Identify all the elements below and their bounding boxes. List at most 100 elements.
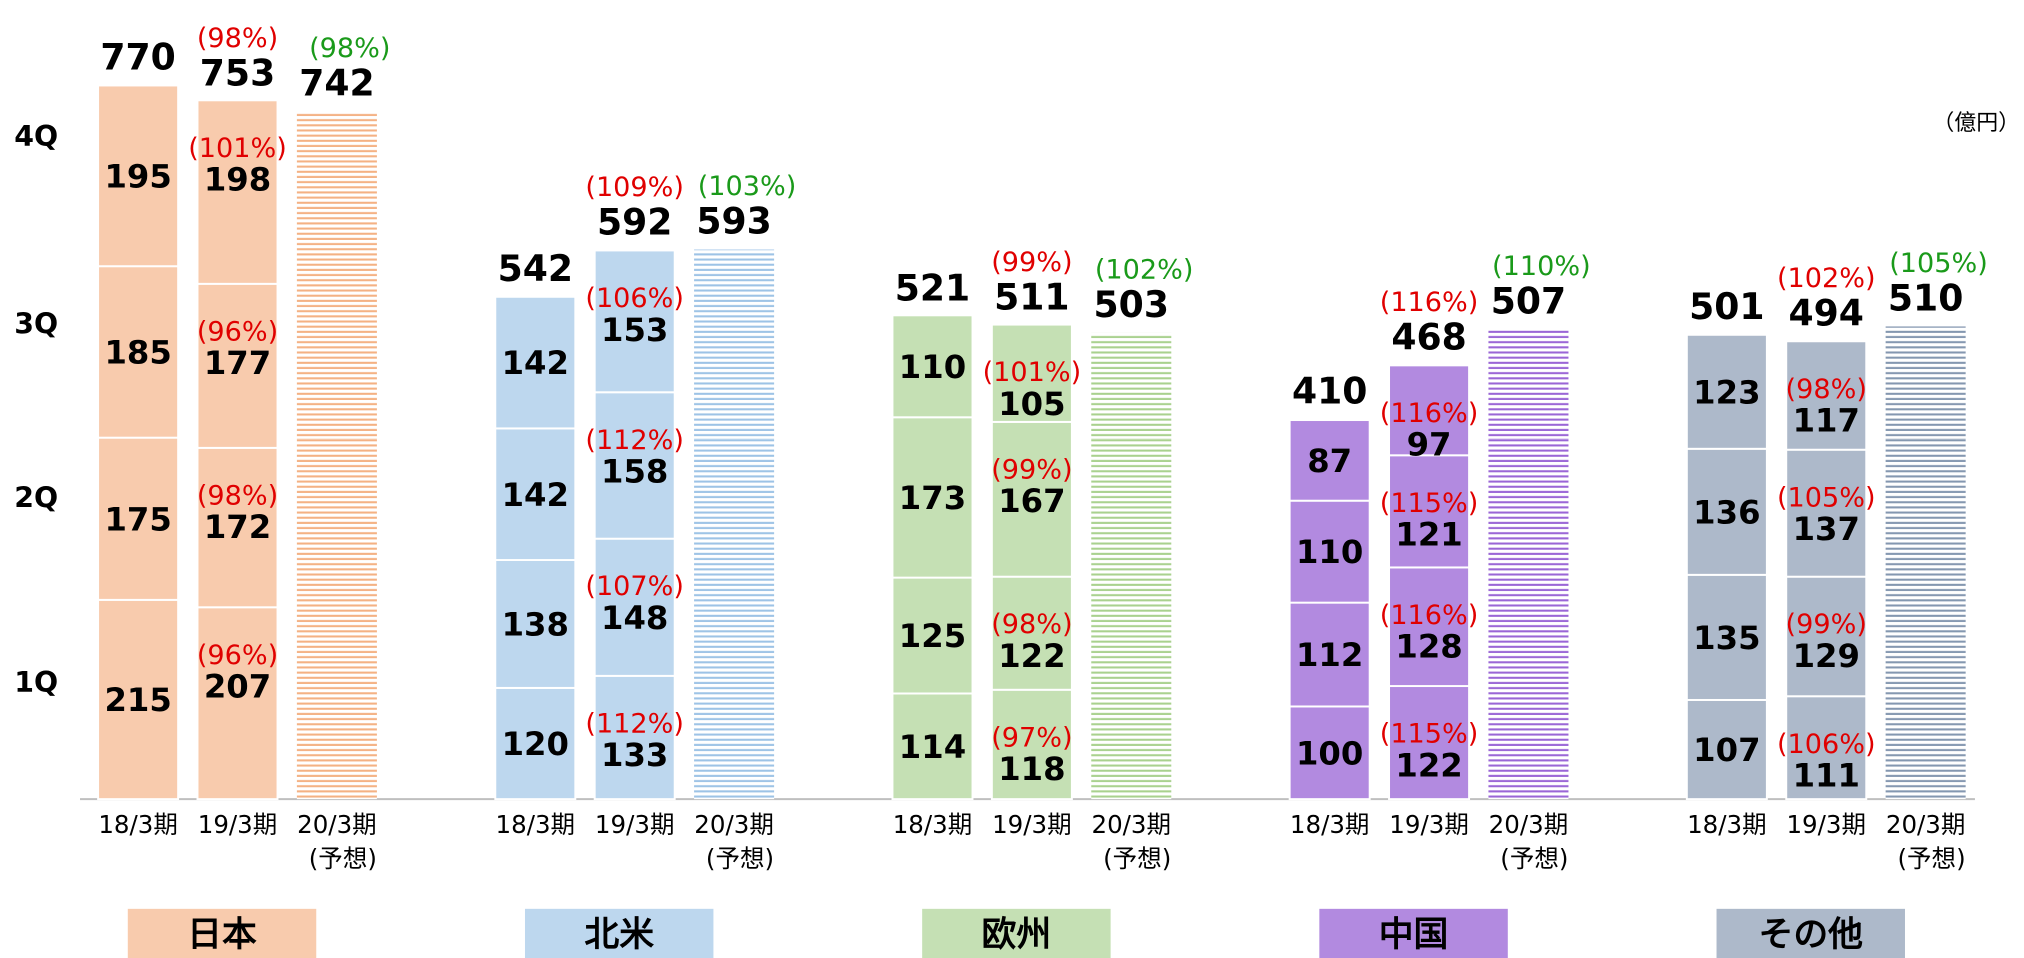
segment-label: 198 <box>204 161 271 199</box>
quarter-label: 1Q <box>14 666 58 699</box>
segment-label: 153 <box>601 311 668 349</box>
yoy-label: (116%) <box>1380 600 1479 631</box>
segment-label: 105 <box>998 385 1065 423</box>
segment-label: 125 <box>899 617 966 655</box>
total-label: 742 <box>299 62 374 105</box>
yoy-label: (96%) <box>197 640 278 671</box>
bar-segment <box>891 314 974 419</box>
period-label: 18/3期 <box>893 810 973 839</box>
period-label: 18/3期 <box>1687 810 1767 839</box>
segment-label: 120 <box>502 725 569 763</box>
total-label: 501 <box>1689 285 1764 328</box>
segment-label: 111 <box>1793 757 1860 795</box>
period-label: 18/3期 <box>1290 810 1370 839</box>
bar-segment <box>494 686 577 801</box>
bar-segment <box>990 575 1073 691</box>
segment-label: 195 <box>104 157 171 195</box>
bar-segment <box>593 674 676 801</box>
quarter-label: 4Q <box>14 120 58 153</box>
period-label: 19/3期 <box>1786 810 1866 839</box>
total-yoy-label: (109%) <box>585 172 684 203</box>
forecast-bar <box>1091 332 1172 800</box>
quarter-label: 3Q <box>14 307 58 340</box>
total-label: 507 <box>1491 279 1566 322</box>
bar-segment <box>1685 698 1768 801</box>
segment-label: 135 <box>1693 619 1760 657</box>
total-label: 510 <box>1888 277 1963 320</box>
yoy-label: (101%) <box>188 133 287 164</box>
yoy-label: (99%) <box>991 454 1072 485</box>
legend-label: 日本 <box>187 915 257 955</box>
segment-label: 128 <box>1395 628 1462 666</box>
yoy-label: (112%) <box>585 425 684 456</box>
bar-segment <box>990 688 1073 801</box>
bar-segment <box>494 427 577 561</box>
segment-label: 110 <box>899 348 966 386</box>
segment-label: 112 <box>1296 636 1363 674</box>
segment-label: 175 <box>104 500 171 538</box>
bar-segment <box>593 391 676 540</box>
legend-box <box>127 908 317 958</box>
segment-label: 100 <box>1296 734 1363 772</box>
yoy-label: (107%) <box>585 571 684 602</box>
total-label: 521 <box>895 266 970 309</box>
yoy-label: (116%) <box>1380 398 1479 429</box>
period-label: 19/3期 <box>1389 810 1469 839</box>
legend-box <box>922 908 1111 958</box>
bar-segment <box>1288 499 1371 604</box>
bar-segment <box>196 446 279 609</box>
bar-segment <box>593 249 676 394</box>
yoy-label: (112%) <box>585 708 684 739</box>
segment-label: 107 <box>1693 731 1760 769</box>
quarter-label: 2Q <box>14 482 58 515</box>
total-yoy-label: (105%) <box>1889 248 1988 279</box>
forecast-bar <box>694 249 775 800</box>
yoy-label: (97%) <box>991 722 1072 753</box>
bar-segment <box>1785 575 1868 698</box>
forecast-note: (予想) <box>706 844 774 873</box>
yoy-label: (98%) <box>197 480 278 511</box>
segment-label: 167 <box>998 482 1065 520</box>
yoy-label: (99%) <box>1786 609 1867 640</box>
yoy-label: (98%) <box>1786 374 1867 405</box>
forecast-bar <box>1488 329 1569 800</box>
bar-segment <box>990 323 1073 423</box>
bar-segment <box>1388 566 1471 688</box>
bar-segment <box>97 436 180 601</box>
segment-label: 138 <box>502 606 569 644</box>
period-label: 20/3期 <box>1886 810 1966 839</box>
total-label: 593 <box>696 200 771 243</box>
legend-label: その他 <box>1758 915 1863 955</box>
segment-label: 110 <box>1296 533 1363 571</box>
total-yoy-label: (98%) <box>197 23 278 54</box>
period-label: 18/3期 <box>98 810 178 839</box>
segment-label: 173 <box>899 479 966 517</box>
bar-segment <box>1388 685 1471 801</box>
period-label: 19/3期 <box>595 810 675 839</box>
total-yoy-label: (102%) <box>1095 254 1194 285</box>
yoy-label: (98%) <box>991 609 1072 640</box>
legend-box <box>1716 908 1905 958</box>
bar-segment <box>196 99 279 285</box>
total-label: 468 <box>1391 316 1466 359</box>
segment-label: 148 <box>601 599 668 637</box>
legend-label: 欧州 <box>982 915 1052 955</box>
yoy-label: (105%) <box>1777 482 1876 513</box>
segment-label: 87 <box>1307 442 1352 480</box>
segment-label: 215 <box>104 681 171 719</box>
total-label: 410 <box>1292 369 1367 412</box>
bar-segment <box>1288 601 1371 708</box>
bar-segment <box>196 282 279 449</box>
forecast-note: (予想) <box>309 844 377 873</box>
segment-label: 158 <box>601 453 668 491</box>
legend-box <box>524 908 714 958</box>
bar-segment <box>891 576 974 695</box>
segment-label: 97 <box>1407 426 1452 464</box>
forecast-note: (予想) <box>1103 844 1171 873</box>
segment-label: 133 <box>601 736 668 774</box>
forecast-note: (予想) <box>1500 844 1568 873</box>
forecast-bar <box>1885 326 1966 800</box>
yoy-label: (115%) <box>1380 719 1479 750</box>
yoy-label: (101%) <box>983 357 1082 388</box>
